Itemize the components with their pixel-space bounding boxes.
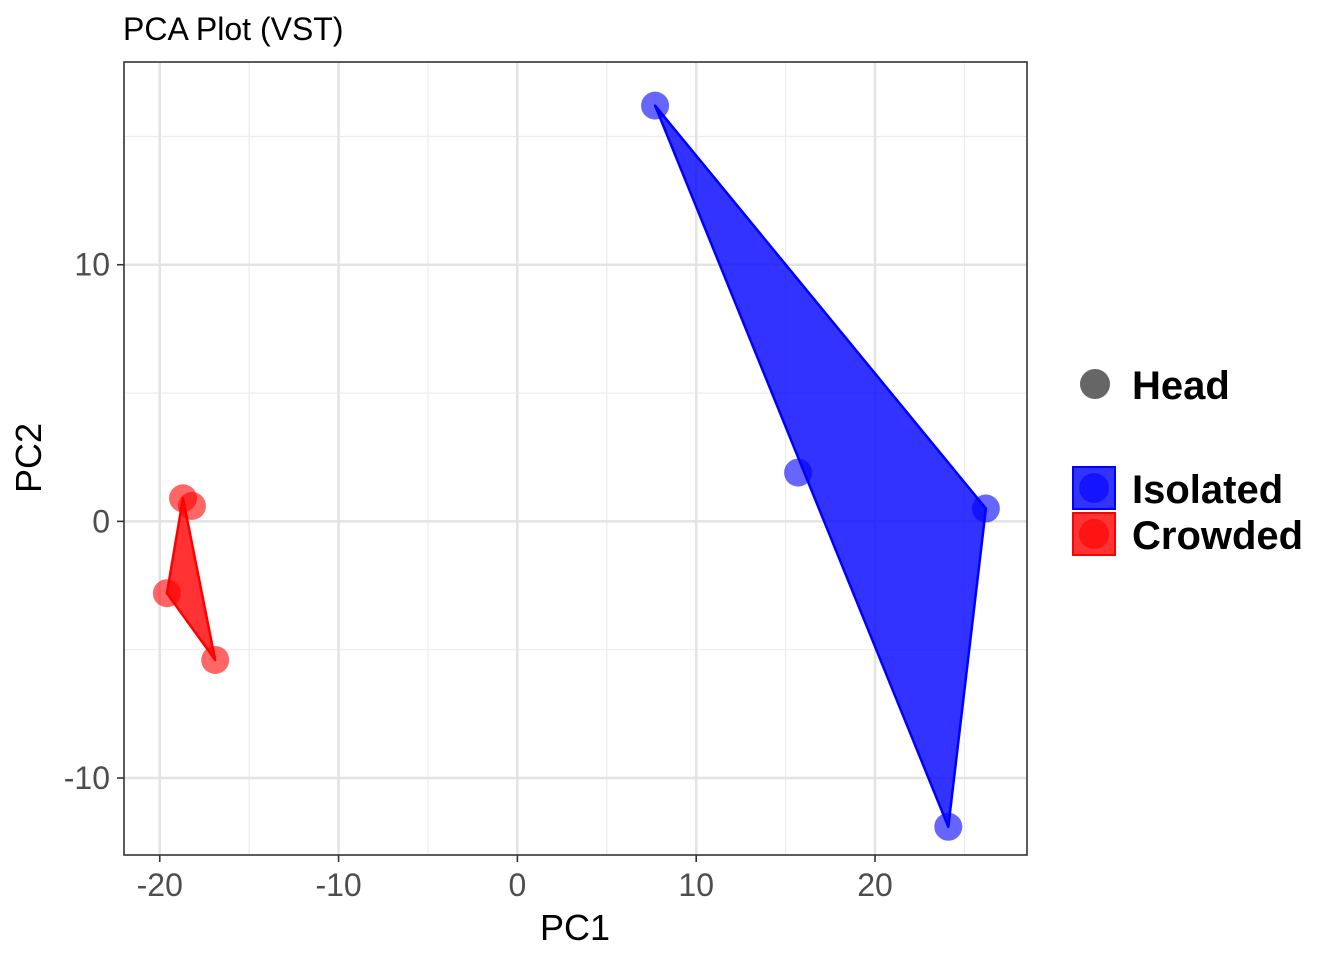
legend-shape-key (1080, 369, 1110, 399)
x-axis-title: PC1 (540, 907, 610, 948)
legend-label-crowded: Crowded (1132, 514, 1303, 558)
point-isolated (934, 812, 963, 841)
y-tick-label: -10 (64, 760, 110, 796)
hull-crowded (165, 497, 217, 662)
y-tick-label: 0 (92, 503, 110, 539)
point-crowded (152, 579, 181, 608)
x-tick-label: 0 (508, 867, 526, 903)
point-isolated (971, 494, 1000, 523)
chart-title: PCA Plot (VST) (123, 11, 344, 47)
plot-area: -20 -10 0 10 20 -10 0 10 (64, 61, 1028, 903)
legend-label-isolated: Isolated (1132, 468, 1283, 512)
x-tick-label: -20 (137, 867, 183, 903)
point-crowded (201, 645, 230, 674)
y-tick-label: 10 (74, 247, 110, 283)
point-isolated (641, 91, 670, 120)
x-tick-label: -10 (315, 867, 361, 903)
legend-key-point-crowded (1079, 519, 1109, 549)
legend-label-head: Head (1132, 364, 1230, 408)
y-axis-title: PC2 (8, 423, 49, 493)
x-tick-label: 10 (678, 867, 714, 903)
plot-border (123, 61, 1028, 856)
x-tick-label: 20 (857, 867, 893, 903)
point-crowded (177, 491, 206, 520)
point-isolated (784, 458, 813, 487)
legend-key-point-isolated (1079, 473, 1109, 503)
